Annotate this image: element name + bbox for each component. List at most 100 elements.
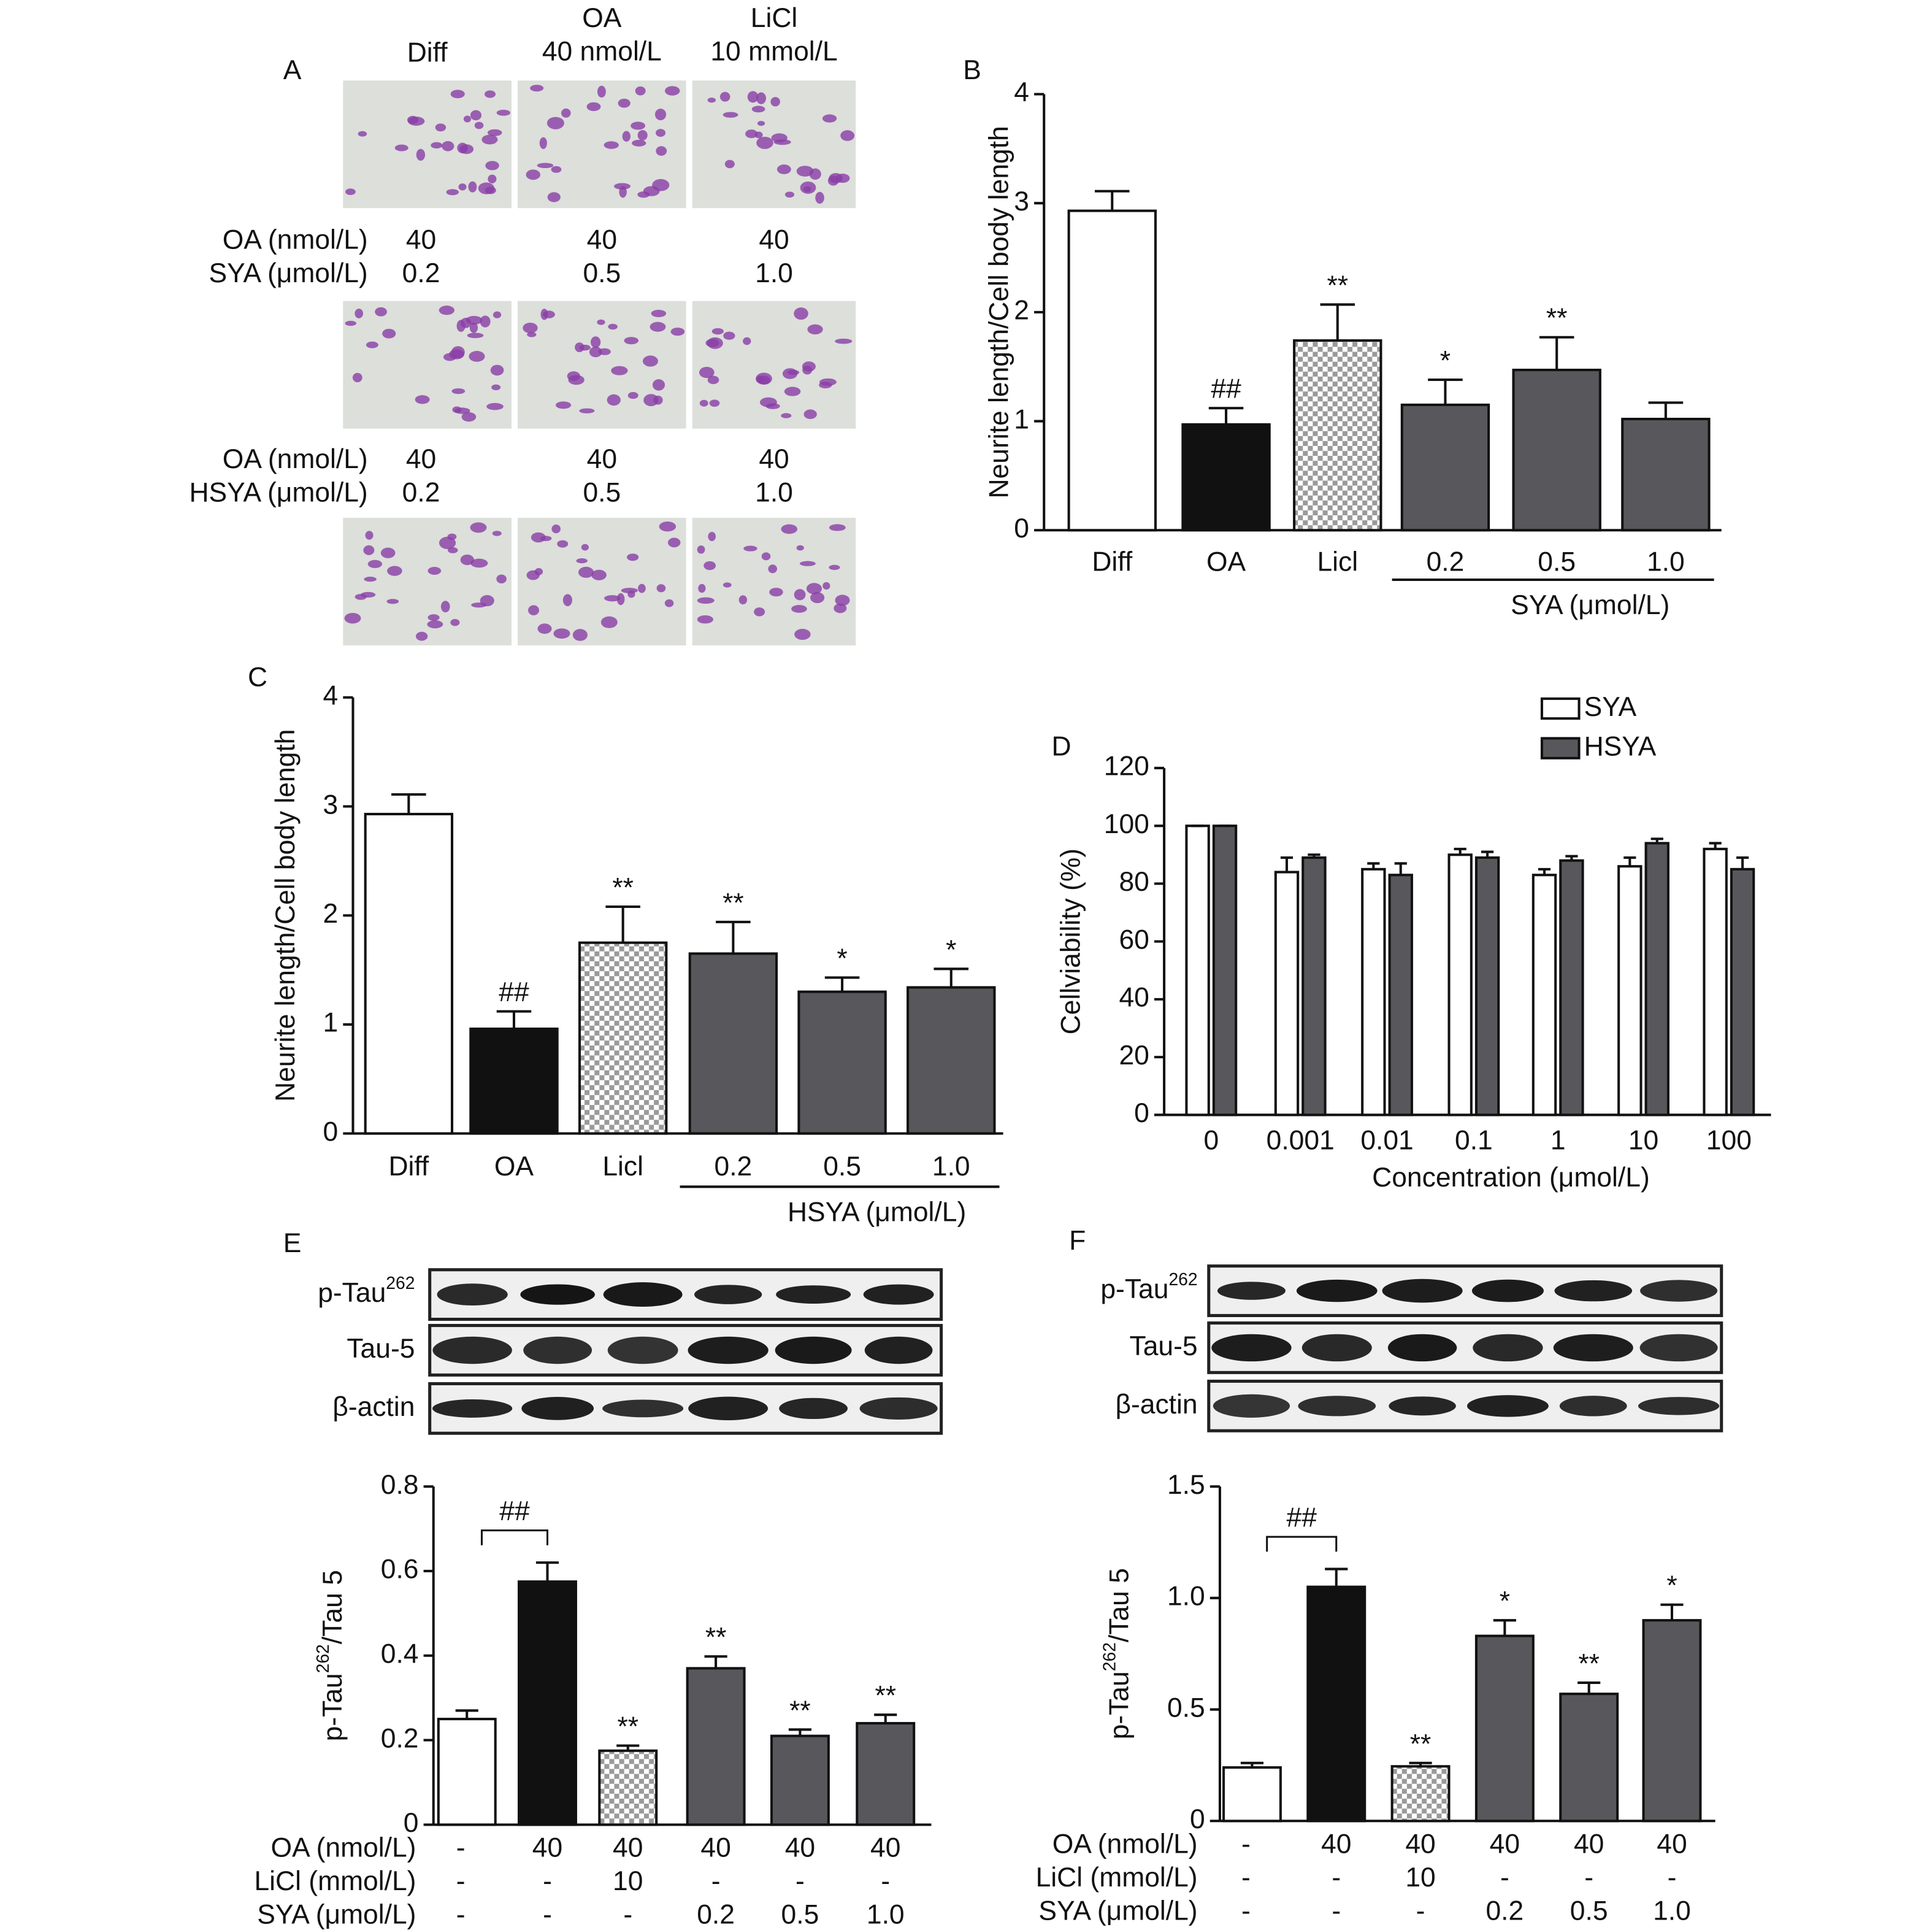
- y-tick-label: 0.5: [1167, 1693, 1205, 1723]
- y-tick-label: 0: [1134, 1098, 1149, 1128]
- y-tick-label: 1: [1014, 404, 1029, 434]
- blot-label-part: 262: [386, 1274, 415, 1293]
- cell: [638, 583, 646, 593]
- legend-swatch: [1540, 697, 1581, 720]
- x-tick-label: Licl: [602, 1151, 643, 1182]
- cell: [697, 615, 713, 624]
- cell: [652, 379, 665, 391]
- blot-frame: [1207, 1264, 1723, 1317]
- cell: [485, 90, 496, 98]
- blot-band: [1638, 1397, 1720, 1415]
- cell: [819, 378, 837, 386]
- y-tick-label: 0: [323, 1117, 339, 1147]
- y-tick-label: 3: [1014, 186, 1029, 217]
- cell: [653, 395, 663, 405]
- cell: [835, 338, 853, 344]
- cell: [589, 347, 602, 358]
- x-tick-label: Diff: [388, 1151, 429, 1182]
- y-tick-label: 1.5: [1167, 1470, 1205, 1500]
- blot-band: [607, 1336, 678, 1364]
- blot-band: [432, 1336, 512, 1364]
- bar: [856, 1721, 916, 1826]
- blot-band: [775, 1336, 852, 1364]
- cell: [664, 599, 674, 607]
- condition-label: SYA (μmol/L): [1038, 1896, 1197, 1926]
- x-tick-label: 0.2: [1427, 547, 1465, 577]
- row-label: SYA (μmol/L): [209, 258, 368, 288]
- condition-value: -: [623, 1900, 632, 1930]
- cell: [724, 160, 735, 169]
- error-bar: [1709, 842, 1722, 849]
- cell: [382, 328, 396, 339]
- cell: [659, 521, 677, 532]
- blot-frame: [428, 1324, 943, 1377]
- blot-band: [1387, 1334, 1457, 1362]
- error-bar: [1208, 407, 1244, 425]
- cell: [614, 183, 631, 190]
- error-bar: [1565, 855, 1578, 861]
- cell: [651, 310, 667, 317]
- cell: [431, 142, 443, 149]
- blot-band: [694, 1285, 762, 1304]
- cell: [796, 545, 804, 551]
- blot-label-part: β-actin: [332, 1392, 415, 1422]
- significance-label: **: [789, 1696, 811, 1726]
- condition-value: -: [1241, 1829, 1251, 1859]
- blot-band: [603, 1282, 683, 1307]
- row-value: 40: [759, 444, 789, 474]
- cell: [416, 148, 426, 161]
- cell: [794, 589, 806, 601]
- cell: [776, 164, 791, 174]
- cell: [530, 85, 544, 92]
- cell: [485, 161, 499, 171]
- cell: [761, 552, 771, 561]
- condition-value: -: [456, 1900, 466, 1930]
- condition-label: LiCl (mmol/L): [254, 1866, 416, 1896]
- cell: [807, 324, 823, 335]
- column-header: 40 nmol/L: [542, 37, 662, 67]
- cell: [794, 307, 808, 320]
- y-tick-label: 80: [1119, 867, 1149, 897]
- row-value: 1.0: [755, 258, 793, 288]
- cell: [637, 130, 648, 140]
- significance-label: **: [612, 872, 634, 902]
- cell: [352, 372, 362, 383]
- blot-label: Tau-5: [1130, 1331, 1198, 1361]
- cell: [787, 369, 800, 375]
- cell: [768, 564, 778, 574]
- cell: [723, 112, 738, 118]
- cell: [650, 321, 666, 332]
- blot-label-part: p-Tau: [318, 1278, 386, 1308]
- cell: [597, 319, 605, 325]
- y-tick-label: 0: [404, 1808, 419, 1838]
- bar: [1306, 1585, 1367, 1823]
- cell: [719, 91, 730, 102]
- condition-value: 0.2: [1485, 1896, 1524, 1926]
- bar: [1361, 867, 1386, 1117]
- condition-value: -: [1241, 1896, 1251, 1926]
- cell: [454, 407, 470, 414]
- cell: [770, 97, 780, 107]
- cell: [756, 136, 773, 149]
- bar: [1559, 1693, 1619, 1823]
- error-bar: [1660, 1603, 1684, 1621]
- cell: [576, 558, 588, 564]
- y-tick-label: 60: [1119, 925, 1149, 955]
- cell: [665, 86, 680, 96]
- row-label: OA (nmol/L): [223, 225, 368, 255]
- y-tick-label: 0: [1190, 1804, 1205, 1834]
- legend-swatch: [1540, 737, 1581, 759]
- cell: [756, 375, 764, 383]
- blot-band: [863, 1284, 934, 1305]
- cell: [791, 605, 807, 613]
- cell: [470, 558, 488, 568]
- cell: [815, 191, 824, 204]
- blot-band: [520, 1284, 595, 1305]
- y-tick-label: 2: [1014, 296, 1029, 326]
- panel-label: B: [963, 55, 981, 85]
- cell: [591, 569, 607, 580]
- cell: [743, 337, 751, 345]
- error-bar: [1367, 862, 1380, 869]
- bar: [1222, 1766, 1282, 1823]
